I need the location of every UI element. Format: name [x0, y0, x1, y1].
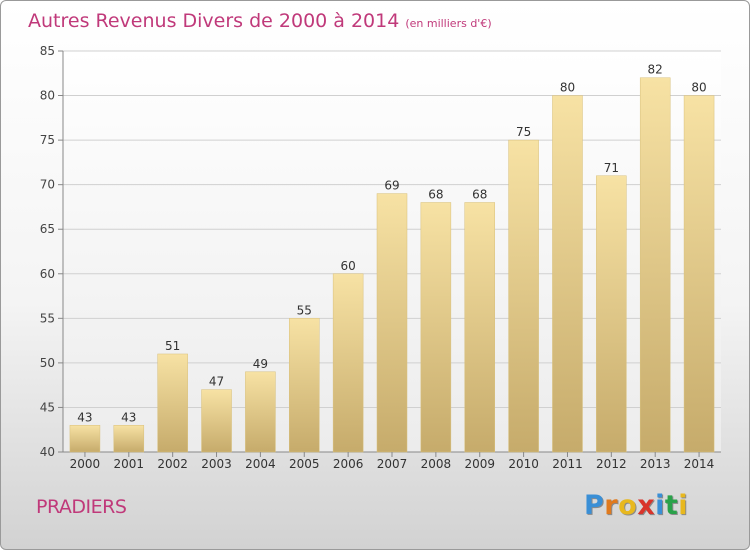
bar	[332, 273, 364, 453]
logo-letter: P	[584, 490, 605, 521]
data-label: 82	[648, 63, 663, 77]
bar	[683, 95, 715, 453]
x-tick-label: 2009	[464, 457, 495, 471]
bar	[113, 425, 145, 453]
x-tick-label: 2012	[596, 457, 627, 471]
bar	[376, 193, 408, 453]
logo-letter: o	[618, 490, 638, 521]
data-label: 71	[604, 161, 619, 175]
bar	[201, 389, 232, 453]
x-tick-label: 2010	[508, 457, 539, 471]
y-tick-label: 40	[40, 445, 55, 459]
y-tick-label: 60	[40, 267, 55, 281]
bar	[289, 318, 320, 453]
logo-letter: i	[678, 490, 689, 521]
x-tick-label: 2003	[201, 457, 232, 471]
bar	[464, 202, 495, 453]
data-label: 47	[209, 375, 224, 389]
data-label: 43	[77, 410, 92, 424]
x-tick-label: 2002	[157, 457, 188, 471]
y-tick-label: 75	[40, 133, 55, 147]
x-tick-label: 2001	[114, 457, 145, 471]
y-tick-label: 50	[40, 356, 55, 370]
title-unit: (en milliers d'€)	[405, 17, 492, 30]
data-label: 80	[691, 81, 706, 95]
bar	[552, 95, 583, 453]
data-label: 51	[165, 339, 180, 353]
data-label: 60	[340, 259, 355, 273]
bar	[157, 353, 188, 453]
data-label: 69	[384, 179, 399, 193]
y-tick-label: 85	[40, 44, 55, 58]
bar	[596, 175, 627, 453]
y-tick-label: 80	[40, 89, 55, 103]
data-label: 68	[472, 187, 487, 201]
title-text: Autres Revenus Divers de 2000 à 2014	[28, 10, 400, 32]
y-tick-label: 70	[40, 178, 55, 192]
logo-letter: r	[604, 490, 619, 521]
x-tick-label: 2008	[421, 457, 452, 471]
x-tick-label: 2005	[289, 457, 320, 471]
x-tick-label: 2004	[245, 457, 276, 471]
logo-letter: t	[664, 490, 679, 521]
x-tick-label: 2013	[640, 457, 671, 471]
bar	[69, 425, 101, 453]
data-label: 49	[253, 357, 268, 371]
y-tick-label: 65	[40, 222, 55, 236]
x-tick-label: 2007	[377, 457, 408, 471]
chart-title: Autres Revenus Divers de 2000 à 2014 (en …	[28, 10, 492, 32]
x-tick-label: 2006	[333, 457, 364, 471]
y-tick-label: 55	[40, 311, 55, 325]
proxiti-logo[interactable]: Proxiti	[584, 490, 688, 521]
data-label: 68	[428, 187, 443, 201]
place-name: PRADIERS	[36, 496, 127, 518]
x-tick-label: 2011	[552, 457, 583, 471]
data-label: 80	[560, 81, 575, 95]
x-tick-label: 2014	[684, 457, 715, 471]
bar	[639, 77, 671, 453]
bar	[508, 139, 539, 453]
logo-letter: x	[637, 490, 656, 521]
data-label: 75	[516, 125, 531, 139]
bar	[245, 371, 276, 453]
data-label: 43	[121, 410, 136, 424]
y-tick-label: 45	[40, 400, 55, 414]
bar	[420, 202, 452, 453]
logo-letter: i	[655, 490, 665, 521]
x-tick-label: 2000	[70, 457, 101, 471]
data-label: 55	[297, 303, 312, 317]
